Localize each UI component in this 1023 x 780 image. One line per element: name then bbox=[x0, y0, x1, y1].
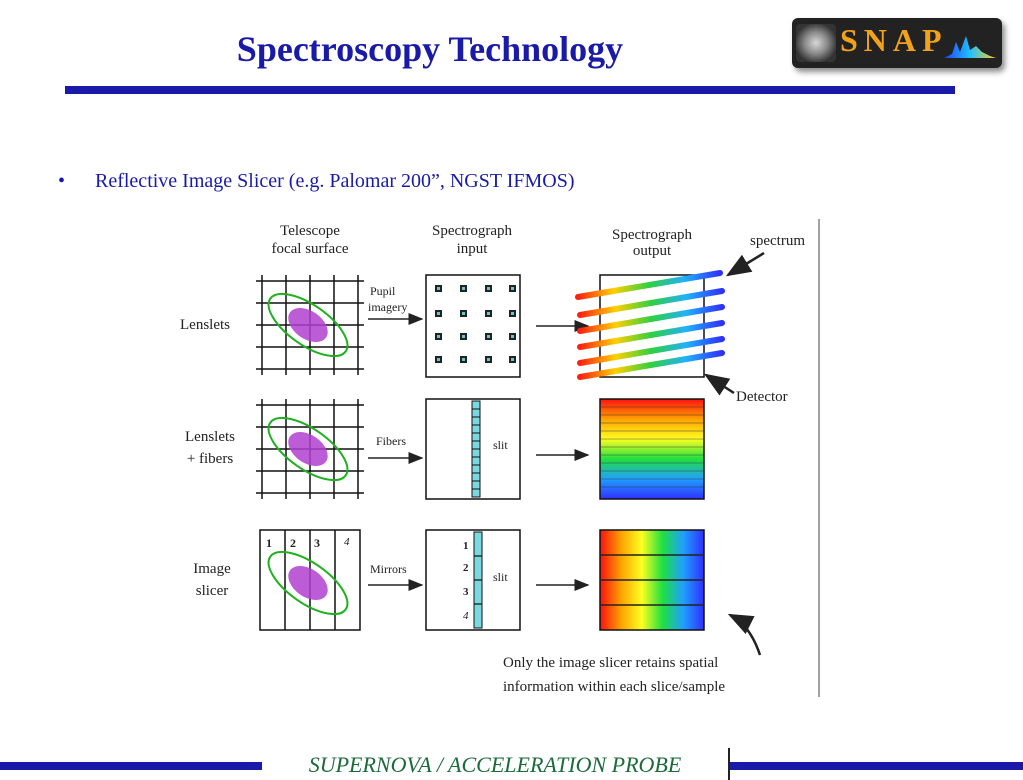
footer-divider bbox=[728, 748, 730, 780]
lenslet-grid-2 bbox=[256, 399, 364, 499]
footer-rule-left bbox=[0, 762, 262, 770]
col-header-input-line2: input bbox=[457, 241, 489, 257]
bullet-text: Reflective Image Slicer (e.g. Palomar 20… bbox=[95, 170, 575, 192]
col-header-input-line1: Spectrograph bbox=[432, 223, 512, 239]
col-header-output-line1: Spectrograph bbox=[612, 227, 692, 243]
slice-number-1: 1 bbox=[266, 536, 272, 550]
slit-label-row2: slit bbox=[493, 438, 508, 452]
row-label-lenslets-fibers-2: + fibers bbox=[187, 451, 234, 467]
title-rule bbox=[65, 86, 955, 94]
arrow-label-mirrors: Mirrors bbox=[370, 562, 407, 576]
image-slicer-diagram: Telescope focal surface Spectrograph inp… bbox=[180, 219, 820, 697]
bullet-marker: • bbox=[58, 170, 66, 192]
snap-logo: SNAP bbox=[792, 18, 1002, 68]
spectrograph-output-streaks bbox=[575, 270, 725, 380]
spectrograph-output-fibers bbox=[599, 398, 705, 500]
note-line-2: information within each slice/sample bbox=[503, 679, 725, 695]
spectrograph-output-slicer bbox=[599, 529, 705, 631]
slit-number-3: 3 bbox=[463, 586, 469, 598]
slit-number-4: 4 bbox=[463, 610, 469, 622]
col-header-telescope-line1: Telescope bbox=[280, 223, 340, 239]
spectrum-arrow bbox=[725, 251, 765, 277]
logo-text: SNAP bbox=[840, 22, 948, 58]
slit-number-1: 1 bbox=[463, 540, 469, 552]
spectrograph-input-fibers bbox=[425, 398, 521, 500]
slicer-focal-surface bbox=[259, 529, 361, 631]
slice-number-4: 4 bbox=[344, 536, 350, 548]
col-header-output-line2: output bbox=[633, 243, 672, 259]
arrow-label-pupil: Pupil bbox=[370, 284, 396, 298]
slice-number-2: 2 bbox=[290, 536, 296, 550]
arrow-label-fibers: Fibers bbox=[376, 434, 406, 448]
arrow-label-imagery: imagery bbox=[368, 300, 407, 314]
detector-arrow bbox=[703, 373, 735, 396]
galaxy-icon bbox=[796, 24, 836, 62]
spectrum-icon bbox=[944, 36, 996, 58]
slice-number-3: 3 bbox=[314, 536, 320, 550]
note-arrow bbox=[727, 613, 762, 656]
callout-spectrum: spectrum bbox=[750, 233, 805, 249]
spectrograph-input-slicer bbox=[425, 529, 521, 631]
footer-rule-right bbox=[730, 762, 1023, 770]
slit-label-row3: slit bbox=[493, 570, 508, 584]
row-label-lenslets: Lenslets bbox=[180, 317, 230, 333]
row-label-image-slicer-1: Image bbox=[193, 561, 231, 577]
callout-detector: Detector bbox=[736, 389, 788, 405]
slide-title: Spectroscopy Technology bbox=[236, 29, 624, 69]
lenslet-grid-1 bbox=[256, 275, 364, 375]
row-label-lenslets-fibers-1: Lenslets bbox=[185, 429, 235, 445]
col-header-telescope-line2: focal surface bbox=[271, 241, 348, 257]
footer-text: SUPERNOVA / ACCELERATION PROBE bbox=[308, 752, 682, 777]
spectrograph-input-lenslets bbox=[425, 274, 521, 378]
slit-number-2: 2 bbox=[463, 562, 469, 574]
row-label-image-slicer-2: slicer bbox=[196, 583, 228, 599]
note-line-1: Only the image slicer retains spatial bbox=[503, 655, 718, 671]
